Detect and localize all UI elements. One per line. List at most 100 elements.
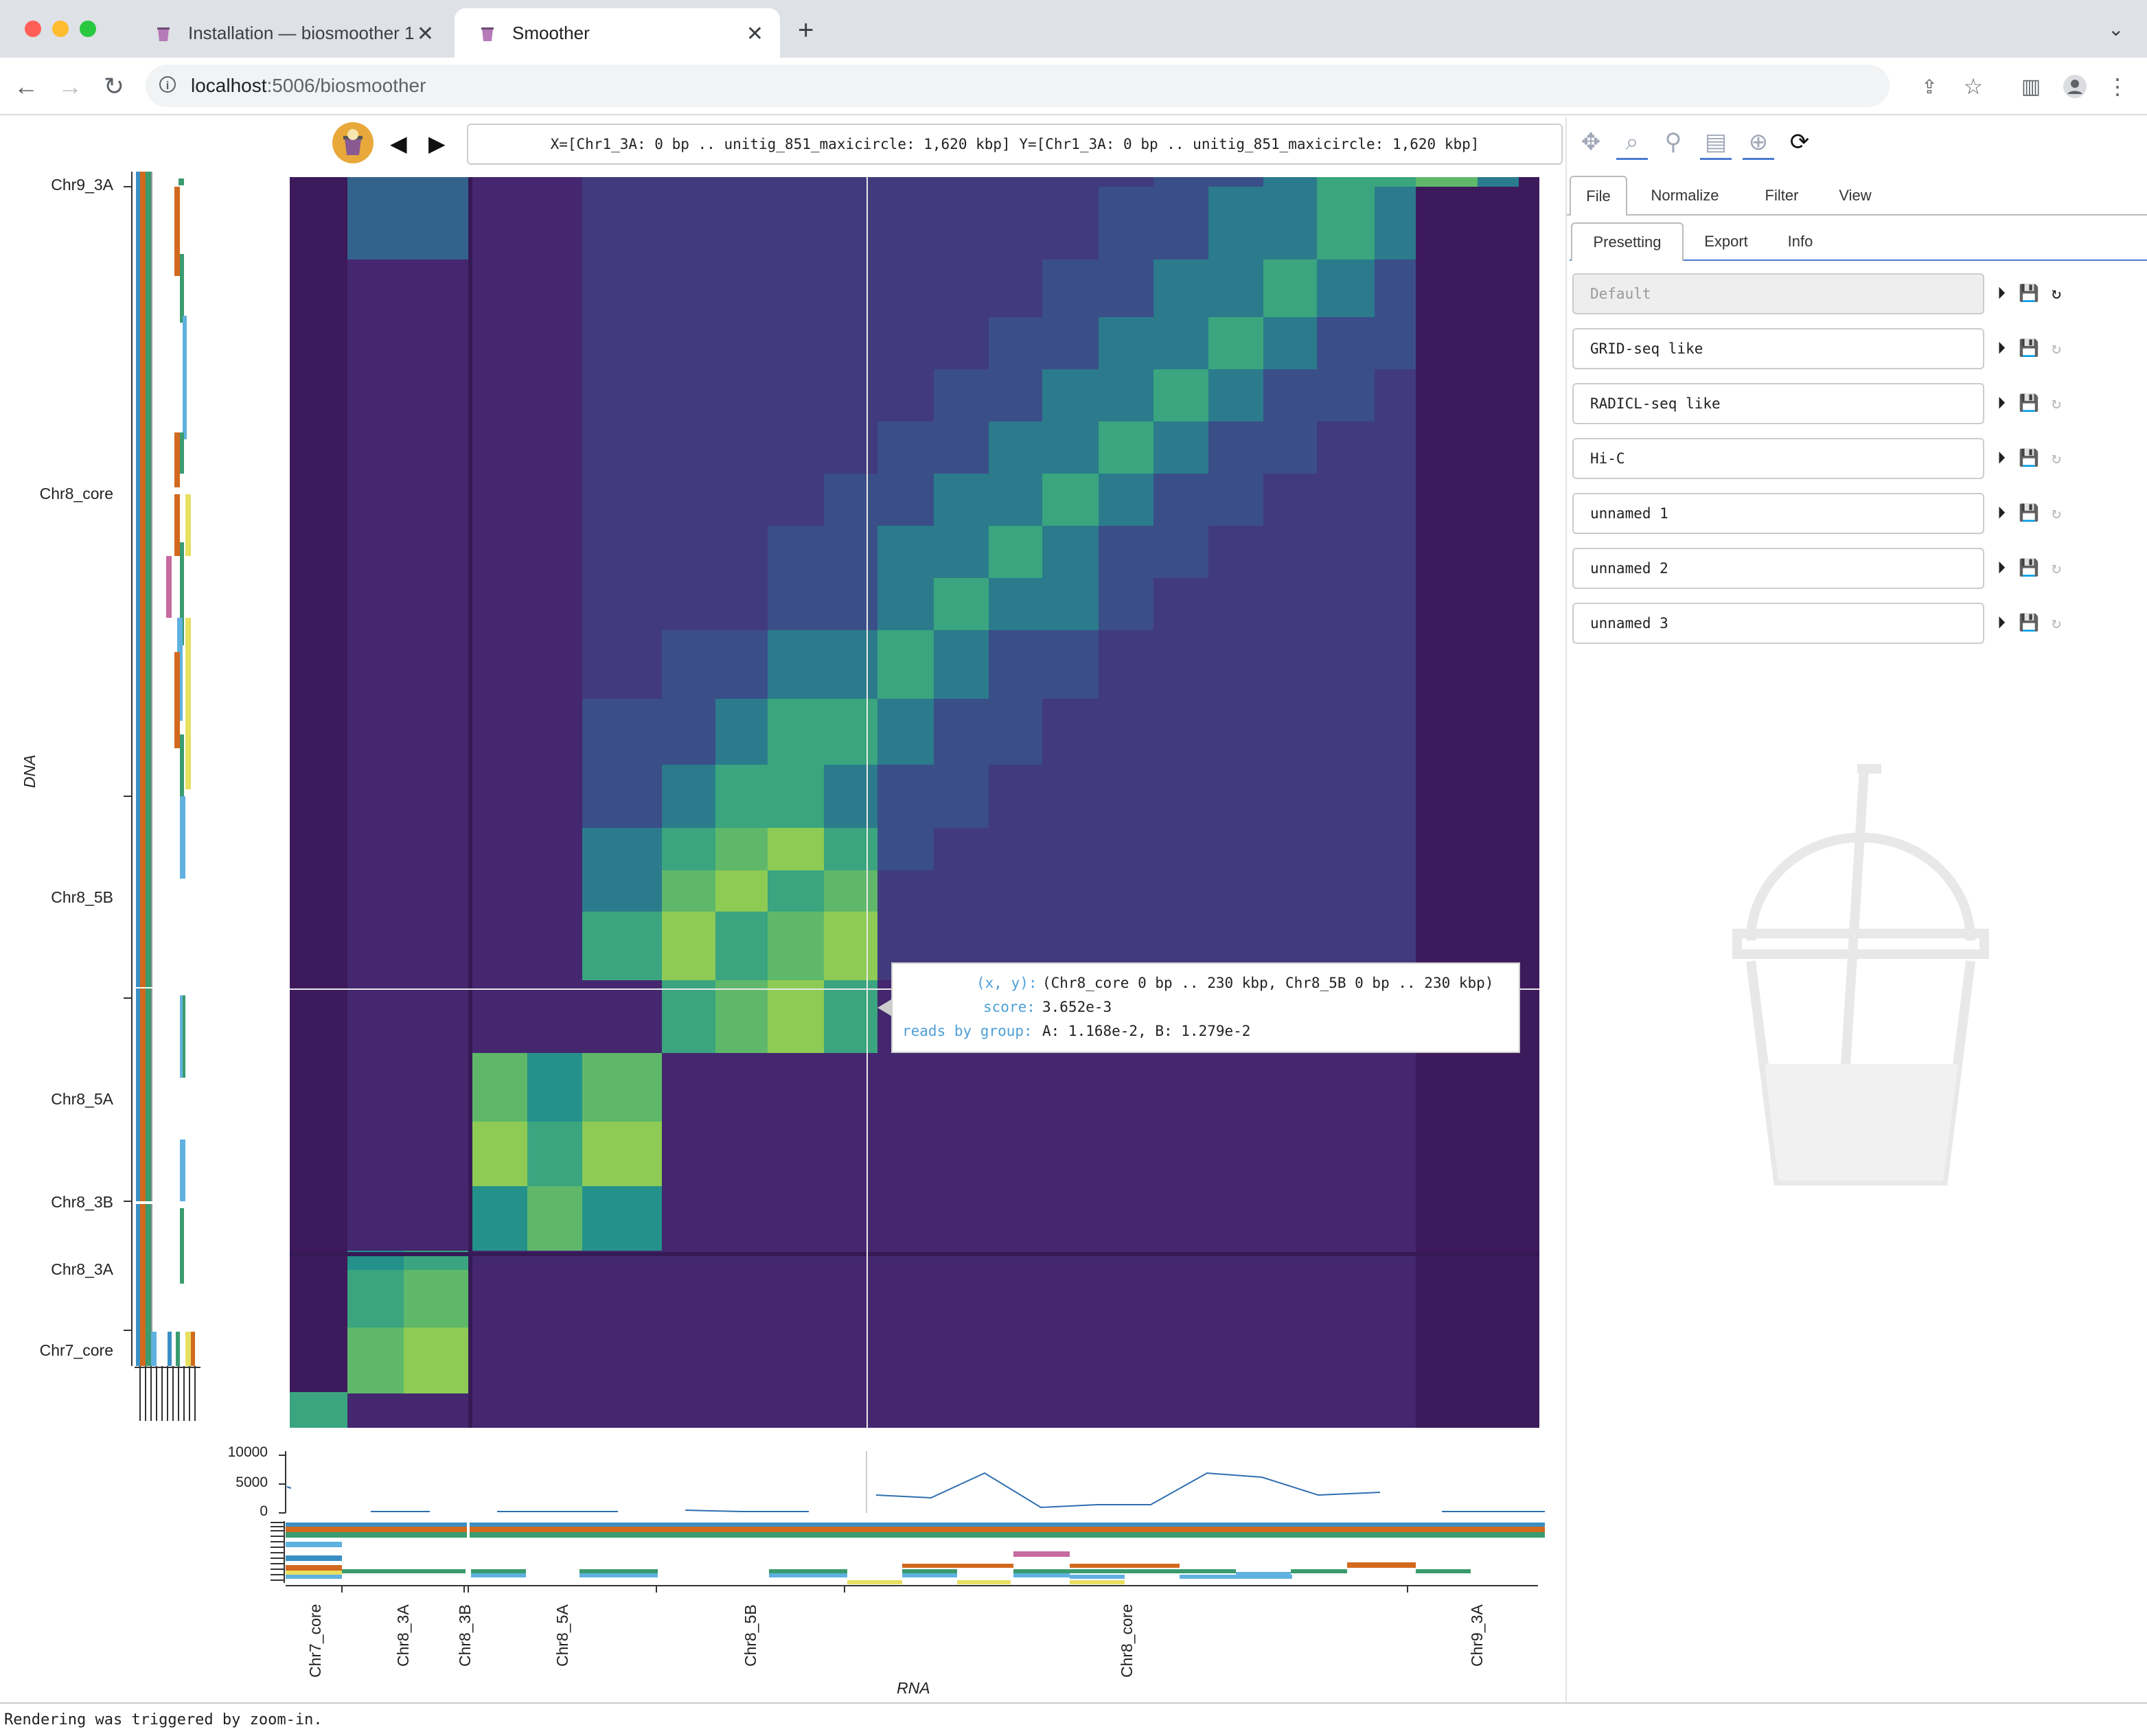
heatmap-cell (472, 1122, 527, 1186)
heatmap-cell (662, 1270, 715, 1328)
save-preset-icon[interactable]: 💾 (2019, 448, 2039, 467)
heatmap-cell (662, 187, 715, 259)
heatmap-cell (877, 1186, 934, 1251)
heatmap-cell (1263, 1393, 1317, 1428)
tab-installation[interactable]: Installation — biosmoother 1.0 ✕ (130, 8, 450, 58)
redo-arrow-icon[interactable]: ▶ (428, 131, 446, 156)
run-preset-icon[interactable]: ⏵ (1997, 393, 2006, 413)
close-window-button[interactable] (25, 21, 41, 37)
tab-export[interactable]: Export (1704, 233, 1748, 250)
heatmap-cell (527, 259, 582, 317)
heatmap-cell (1263, 421, 1317, 474)
heatmap-cell (290, 1252, 1539, 1256)
side-panel-icon[interactable]: ▥ (2021, 75, 2041, 98)
forward-arrow-icon[interactable]: → (58, 72, 82, 100)
browser-menu-icon[interactable]: ⋮ (2106, 74, 2128, 99)
back-arrow-icon[interactable]: ← (14, 72, 38, 100)
undo-arrow-icon[interactable]: ◀ (390, 131, 407, 156)
tooltip-score-value: 3.652e-3 (1042, 999, 1112, 1015)
wheel-zoom-tool-icon[interactable]: ⚲ (1664, 129, 1682, 155)
profile-avatar-icon[interactable] (2058, 70, 2091, 103)
tab-search-chevron-icon[interactable]: ⌄ (2108, 19, 2124, 40)
heatmap-cell (934, 317, 989, 369)
heatmap-cell (472, 912, 527, 980)
save-preset-icon[interactable]: 💾 (2019, 283, 2039, 303)
save-preset-icon[interactable]: 💾 (2019, 558, 2039, 577)
heatmap-cell (877, 870, 934, 912)
run-preset-icon[interactable]: ⏵ (1997, 558, 2006, 577)
heatmap-cell (404, 259, 472, 317)
heatmap-cell (1042, 699, 1099, 765)
reset-preset-icon[interactable]: ↻ (2051, 393, 2062, 413)
preset-name-field[interactable]: unnamed 1 (1572, 493, 1984, 534)
minimize-window-button[interactable] (52, 21, 69, 37)
heatmap-cell (824, 912, 877, 980)
pan-tool-icon[interactable]: ✥ (1581, 129, 1601, 155)
save-preset-icon[interactable]: 💾 (2019, 503, 2039, 522)
heatmap-cell (768, 369, 824, 421)
heatmap-cell (404, 369, 472, 421)
heatmap-cell (877, 526, 934, 578)
run-preset-icon[interactable]: ⏵ (1997, 338, 2006, 358)
heatmap-cell (582, 187, 662, 259)
y-label-chr9-3a: Chr9_3A (51, 176, 113, 194)
heatmap-cell (404, 912, 472, 980)
heatmap-cell (1317, 259, 1375, 317)
y-axis-title: DNA (21, 754, 38, 788)
close-tab-icon[interactable]: ✕ (416, 23, 434, 45)
close-tab-icon[interactable]: ✕ (746, 23, 763, 45)
site-info-icon[interactable]: i (159, 76, 176, 93)
heatmap-cell (1042, 369, 1099, 421)
reset-preset-icon[interactable]: ↻ (2051, 558, 2062, 577)
tab-filter[interactable]: Filter (1765, 187, 1799, 204)
heatmap-cell (582, 828, 662, 870)
preset-name-field[interactable]: Default (1572, 273, 1984, 314)
save-preset-icon[interactable]: 💾 (2019, 613, 2039, 632)
reset-preset-icon[interactable]: ↻ (2051, 338, 2062, 358)
run-preset-icon[interactable]: ⏵ (1997, 613, 2006, 632)
tab-info[interactable]: Info (1787, 233, 1813, 250)
heatmap-cell (877, 765, 934, 828)
tab-smoother[interactable]: Smoother ✕ (455, 8, 780, 58)
reset-preset-icon[interactable]: ↻ (2051, 448, 2062, 467)
reset-preset-icon[interactable]: ↻ (2051, 613, 2062, 632)
hover-tool-icon[interactable]: ▤ (1700, 126, 1732, 160)
box-zoom-tool-icon[interactable]: ⌕ (1616, 126, 1648, 160)
bookmark-star-icon[interactable]: ☆ (1963, 74, 1984, 99)
heatmap-cell (1042, 259, 1099, 317)
run-preset-icon[interactable]: ⏵ (1997, 448, 2006, 467)
heatmap-canvas[interactable] (290, 177, 1539, 1428)
reset-tool-icon[interactable]: ⟳ (1789, 129, 1810, 155)
preset-name-field[interactable]: GRID-seq like (1572, 328, 1984, 369)
preset-name-field[interactable]: Hi-C (1572, 438, 1984, 479)
run-preset-icon[interactable]: ⏵ (1997, 283, 2006, 303)
save-preset-icon[interactable]: 💾 (2019, 338, 2039, 358)
address-bar[interactable]: i localhost:5006/biosmoother (146, 65, 1890, 107)
heatmap-cell (662, 1053, 715, 1122)
heatmap-cell (1375, 177, 1416, 187)
heatmap-cell (1375, 421, 1416, 474)
tab-normalize[interactable]: Normalize (1651, 187, 1719, 204)
heatmap-cell (715, 187, 768, 259)
reload-icon[interactable]: ↻ (103, 72, 125, 100)
heatmap-cell (989, 317, 1042, 369)
preset-name-field[interactable]: unnamed 2 (1572, 548, 1984, 589)
reset-preset-icon[interactable]: ↻ (2051, 503, 2062, 522)
save-preset-icon[interactable]: 💾 (2019, 393, 2039, 413)
contact-heatmap[interactable] (290, 177, 1539, 1428)
coordinate-input[interactable]: X=[Chr1_3A: 0 bp .. unitig_851_maxicircl… (467, 124, 1563, 165)
reset-preset-icon[interactable]: ↻ (2051, 283, 2062, 303)
tab-view[interactable]: View (1839, 187, 1872, 204)
run-preset-icon[interactable]: ⏵ (1997, 503, 2006, 522)
heatmap-cell (527, 317, 582, 369)
heatmap-cell (934, 828, 989, 870)
crosshair-tool-icon[interactable]: ⊕ (1743, 126, 1774, 160)
tab-presetting[interactable]: Presetting (1571, 222, 1684, 261)
preset-name-field[interactable]: RADICL-seq like (1572, 383, 1984, 424)
preset-name-field[interactable]: unnamed 3 (1572, 603, 1984, 644)
new-tab-icon[interactable]: + (798, 15, 814, 45)
share-icon[interactable]: ⇪ (1921, 76, 1938, 97)
tab-file[interactable]: File (1570, 176, 1627, 216)
maximize-window-button[interactable] (80, 21, 96, 37)
heatmap-cell (472, 630, 527, 699)
